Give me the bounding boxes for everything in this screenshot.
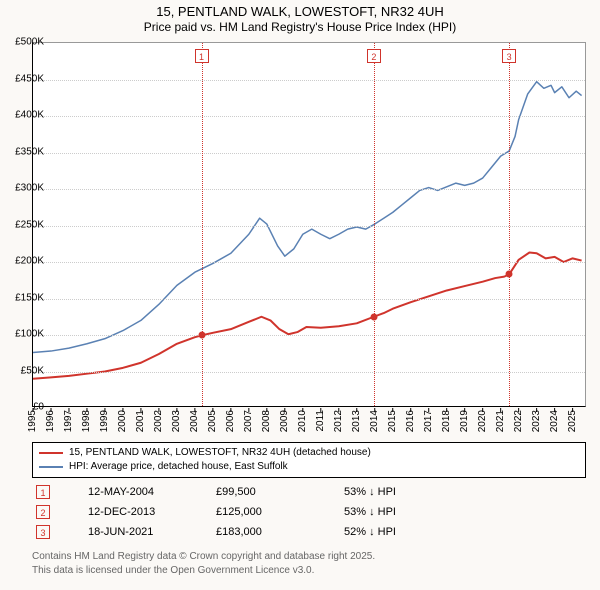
legend-swatch [39, 452, 63, 454]
transaction-price: £183,000 [216, 526, 336, 538]
legend-label: HPI: Average price, detached house, East… [69, 460, 288, 474]
x-axis-label: 2018 [441, 410, 452, 432]
footer-line-2: This data is licensed under the Open Gov… [32, 564, 586, 578]
legend-item: HPI: Average price, detached house, East… [39, 460, 579, 474]
x-axis-label: 2023 [531, 410, 542, 432]
legend-label: 15, PENTLAND WALK, LOWESTOFT, NR32 4UH (… [69, 446, 371, 460]
chart-plot-area: 1 2 3 [32, 42, 586, 407]
title-line-1: 15, PENTLAND WALK, LOWESTOFT, NR32 4UH [0, 4, 600, 20]
x-axis-label: 2007 [243, 410, 254, 432]
gridline [33, 262, 585, 263]
gridline [33, 226, 585, 227]
x-axis-label: 2012 [333, 410, 344, 432]
transaction-marker-badge: 1 [195, 49, 209, 63]
x-axis-label: 1998 [81, 410, 92, 432]
legend: 15, PENTLAND WALK, LOWESTOFT, NR32 4UH (… [32, 442, 586, 478]
x-axis-label: 2011 [315, 410, 326, 432]
title-block: 15, PENTLAND WALK, LOWESTOFT, NR32 4UH P… [0, 0, 600, 35]
y-axis-label: £500K [15, 37, 44, 48]
transaction-relative-hpi: 53% ↓ HPI [344, 486, 464, 498]
transaction-row: 1 12-MAY-2004 £99,500 53% ↓ HPI [32, 482, 586, 502]
footer-attribution: Contains HM Land Registry data © Crown c… [32, 550, 586, 577]
transaction-date: 12-MAY-2004 [58, 486, 208, 498]
x-axis-label: 2016 [405, 410, 416, 432]
series-line [33, 253, 582, 379]
x-axis-label: 2008 [261, 410, 272, 432]
gridline [33, 189, 585, 190]
y-axis-label: £150K [15, 292, 44, 303]
gridline [33, 372, 585, 373]
transaction-price: £99,500 [216, 486, 336, 498]
x-axis-label: 2009 [279, 410, 290, 432]
transaction-marker-line [202, 43, 203, 406]
title-line-2: Price paid vs. HM Land Registry's House … [0, 20, 600, 35]
y-axis-label: £50K [21, 365, 44, 376]
transaction-date: 12-DEC-2013 [58, 506, 208, 518]
legend-item: 15, PENTLAND WALK, LOWESTOFT, NR32 4UH (… [39, 446, 579, 460]
y-axis-label: £100K [15, 329, 44, 340]
x-axis-label: 2020 [477, 410, 488, 432]
x-axis-label: 2003 [171, 410, 182, 432]
transaction-marker-line [509, 43, 510, 406]
y-axis-label: £350K [15, 146, 44, 157]
x-axis-label: 2010 [297, 410, 308, 432]
transaction-point [506, 271, 513, 278]
x-axis-label: 2022 [513, 410, 524, 432]
x-axis-label: 2014 [369, 410, 380, 432]
transaction-row: 3 18-JUN-2021 £183,000 52% ↓ HPI [32, 522, 586, 542]
y-axis-label: £450K [15, 73, 44, 84]
transaction-date: 18-JUN-2021 [58, 526, 208, 538]
transaction-price: £125,000 [216, 506, 336, 518]
transaction-marker-badge: 3 [502, 49, 516, 63]
chart-container: 15, PENTLAND WALK, LOWESTOFT, NR32 4UH P… [0, 0, 600, 590]
y-axis-label: £200K [15, 256, 44, 267]
x-axis-label: 2002 [153, 410, 164, 432]
transaction-marker-line [374, 43, 375, 406]
footer-line-1: Contains HM Land Registry data © Crown c… [32, 550, 586, 564]
x-axis-label: 2025 [567, 410, 578, 432]
gridline [33, 299, 585, 300]
x-axis-label: 1995 [27, 410, 38, 432]
transaction-row-badge: 1 [36, 485, 50, 499]
y-axis-label: £400K [15, 110, 44, 121]
x-axis-label: 2001 [135, 410, 146, 432]
x-axis-label: 2024 [549, 410, 560, 432]
x-axis-label: 2000 [117, 410, 128, 432]
transaction-point [370, 313, 377, 320]
y-axis-label: £300K [15, 183, 44, 194]
x-axis-label: 1997 [63, 410, 74, 432]
transaction-row: 2 12-DEC-2013 £125,000 53% ↓ HPI [32, 502, 586, 522]
gridline [33, 335, 585, 336]
transaction-row-badge: 2 [36, 505, 50, 519]
series-line [33, 82, 582, 353]
gridline [33, 116, 585, 117]
x-axis-label: 2021 [495, 410, 506, 432]
x-axis-label: 2006 [225, 410, 236, 432]
x-axis-label: 1999 [99, 410, 110, 432]
x-axis-label: 1996 [45, 410, 56, 432]
transaction-relative-hpi: 53% ↓ HPI [344, 506, 464, 518]
x-axis-label: 2017 [423, 410, 434, 432]
legend-swatch [39, 466, 63, 468]
transaction-row-badge: 3 [36, 525, 50, 539]
x-axis-label: 2004 [189, 410, 200, 432]
x-axis-label: 2015 [387, 410, 398, 432]
x-axis-label: 2013 [351, 410, 362, 432]
y-axis-label: £250K [15, 219, 44, 230]
gridline [33, 153, 585, 154]
gridline [33, 80, 585, 81]
x-axis-label: 2019 [459, 410, 470, 432]
transaction-point [198, 332, 205, 339]
transaction-table: 1 12-MAY-2004 £99,500 53% ↓ HPI 2 12-DEC-2013… [32, 482, 586, 542]
x-axis-label: 2005 [207, 410, 218, 432]
transaction-relative-hpi: 52% ↓ HPI [344, 526, 464, 538]
transaction-marker-badge: 2 [367, 49, 381, 63]
